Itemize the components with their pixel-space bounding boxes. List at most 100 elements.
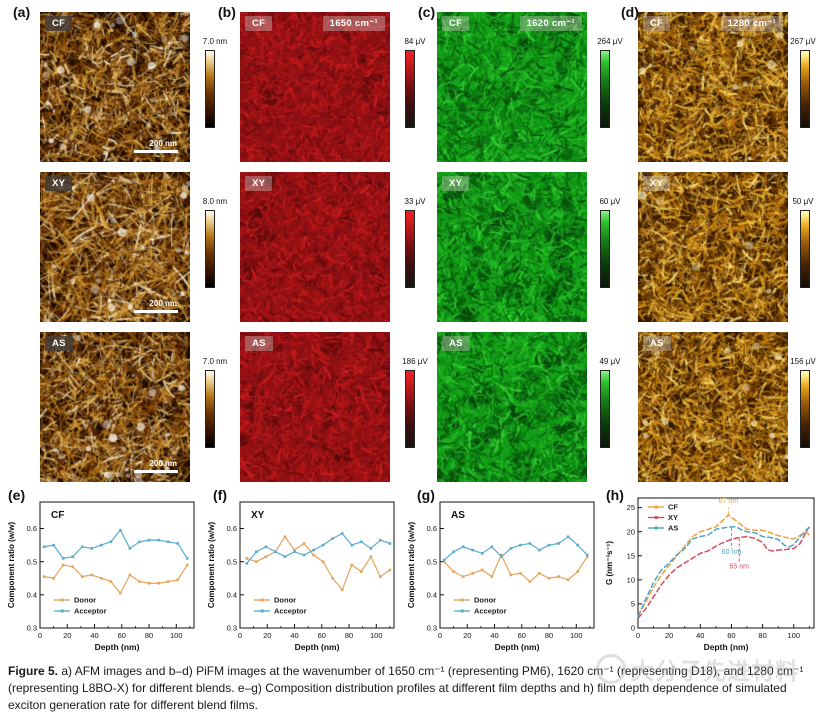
- colorbar-max-label: 60 μV: [599, 197, 621, 206]
- colorbar-max-label: 7.0 nm: [202, 357, 228, 366]
- svg-text:80: 80: [545, 631, 553, 640]
- pifm-image-cf-1280: CF 1280 cm⁻¹: [638, 12, 788, 162]
- svg-text:0: 0: [38, 631, 42, 640]
- svg-text:5: 5: [631, 600, 635, 609]
- blend-label: XY: [45, 176, 73, 191]
- blend-label: XY: [643, 176, 671, 191]
- pifm-texture-canvas: [240, 332, 390, 482]
- svg-text:0: 0: [636, 631, 640, 640]
- scale-bar: [134, 150, 178, 153]
- afm-image-as: AS 200 nm: [40, 332, 190, 482]
- svg-text:0.3: 0.3: [27, 624, 37, 633]
- blend-label: CF: [245, 16, 273, 31]
- colorbar-red: [405, 370, 415, 448]
- colorbar-green: [600, 50, 610, 128]
- svg-text:0.6: 0.6: [227, 524, 237, 533]
- svg-text:Component ratio (w/w): Component ratio (w/w): [407, 522, 416, 609]
- composition-chart-cf: 0 20 40 60 80 100 0.3 0.4 0.5 0.6 Depth (nm) Compon…: [7, 501, 195, 652]
- colorbar-afm: [205, 370, 215, 448]
- svg-text:80: 80: [758, 631, 766, 640]
- svg-text:60: 60: [118, 631, 126, 640]
- colorbar-max-label: 50 μV: [792, 197, 814, 206]
- svg-text:0.4: 0.4: [27, 590, 37, 599]
- svg-text:100: 100: [170, 631, 183, 640]
- blend-label: CF: [442, 16, 470, 31]
- svg-text:100: 100: [570, 631, 583, 640]
- svg-text:0.5: 0.5: [227, 557, 237, 566]
- panel-letter-h: (h): [606, 487, 624, 503]
- scale-bar: [134, 310, 178, 313]
- svg-text:XY: XY: [251, 510, 265, 521]
- afm-texture-canvas: [40, 172, 190, 322]
- composition-chart-as: 0 20 40 60 80 100 0.3 0.4 0.5 0.6 Depth (nm) Compon…: [407, 501, 595, 652]
- pifm-image-xy-1620: XY: [437, 172, 587, 322]
- blend-label: AS: [442, 336, 470, 351]
- colorbar-max-label: 7.0 nm: [202, 37, 228, 46]
- svg-text:Depth (nm): Depth (nm): [704, 642, 749, 652]
- figure-caption-text: a) AFM images and b–d) PiFM images at th…: [8, 664, 804, 712]
- blend-label: CF: [643, 16, 671, 31]
- afm-image-xy: XY 200 nm: [40, 172, 190, 322]
- svg-text:CF: CF: [668, 503, 678, 512]
- colorbar-green: [600, 210, 610, 288]
- blend-label: AS: [643, 336, 671, 351]
- svg-text:Acceptor: Acceptor: [274, 607, 307, 616]
- wavenumber-label: 1620 cm⁻¹: [519, 16, 582, 31]
- afm-texture-canvas: [40, 332, 190, 482]
- svg-text:100: 100: [787, 631, 800, 640]
- pifm-image-xy-1280: XY: [638, 172, 788, 322]
- pifm-texture-canvas: [240, 172, 390, 322]
- svg-text:Donor: Donor: [274, 596, 296, 605]
- blend-label: XY: [245, 176, 273, 191]
- svg-text:100: 100: [370, 631, 383, 640]
- scale-bar-label: 200 nm: [149, 299, 177, 308]
- svg-text:0.6: 0.6: [27, 524, 37, 533]
- svg-text:40: 40: [490, 631, 498, 640]
- colorbar-afm: [205, 50, 215, 128]
- svg-text:15: 15: [627, 551, 635, 560]
- panel-letter-f: (f): [213, 487, 227, 503]
- svg-text:Acceptor: Acceptor: [474, 607, 507, 616]
- svg-text:20: 20: [627, 527, 635, 536]
- blend-label: CF: [45, 16, 73, 31]
- panel-letter-d: (d): [621, 4, 639, 20]
- svg-text:20: 20: [263, 631, 271, 640]
- panel-letter-b: (b): [218, 4, 236, 20]
- svg-text:0.3: 0.3: [427, 624, 437, 633]
- colorbar-gold: [800, 210, 810, 288]
- svg-text:10: 10: [627, 575, 635, 584]
- afm-texture-canvas: [40, 12, 190, 162]
- svg-text:25: 25: [627, 503, 635, 512]
- svg-text:CF: CF: [51, 510, 64, 521]
- pifm-texture-canvas: [437, 12, 587, 162]
- colorbar-gold: [800, 50, 810, 128]
- svg-text:80: 80: [145, 631, 153, 640]
- pifm-image-as-1620: AS: [437, 332, 587, 482]
- colorbar-gold: [800, 370, 810, 448]
- composition-chart-xy: 0 20 40 60 80 100 0.3 0.4 0.5 0.6 Depth (nm) Compon…: [207, 501, 395, 652]
- pifm-image-xy-1650: XY: [240, 172, 390, 322]
- svg-text:65 nm: 65 nm: [730, 563, 750, 570]
- panel-letter-g: (g): [417, 487, 435, 503]
- svg-text:40: 40: [696, 631, 704, 640]
- pifm-image-as-1280: AS: [638, 332, 788, 482]
- colorbar-max-label: 186 μV: [402, 357, 428, 366]
- pifm-texture-canvas: [240, 12, 390, 162]
- svg-text:60: 60: [318, 631, 326, 640]
- svg-text:XY: XY: [668, 513, 678, 522]
- svg-text:60 nm: 60 nm: [722, 549, 742, 556]
- svg-text:40: 40: [290, 631, 298, 640]
- svg-text:Component ratio (w/w): Component ratio (w/w): [7, 522, 16, 609]
- svg-text:0: 0: [238, 631, 242, 640]
- pifm-texture-canvas: [638, 332, 788, 482]
- colorbar-afm: [205, 210, 215, 288]
- pifm-image-cf-1620: CF 1620 cm⁻¹: [437, 12, 587, 162]
- colorbar-red: [405, 50, 415, 128]
- panel-letter-e: (e): [8, 487, 26, 503]
- colorbar-max-label: 84 μV: [404, 37, 426, 46]
- svg-text:0.6: 0.6: [427, 524, 437, 533]
- colorbar-max-label: 49 μV: [599, 357, 621, 366]
- svg-text:60: 60: [727, 631, 735, 640]
- pifm-texture-canvas: [437, 332, 587, 482]
- colorbar-max-label: 33 μV: [404, 197, 426, 206]
